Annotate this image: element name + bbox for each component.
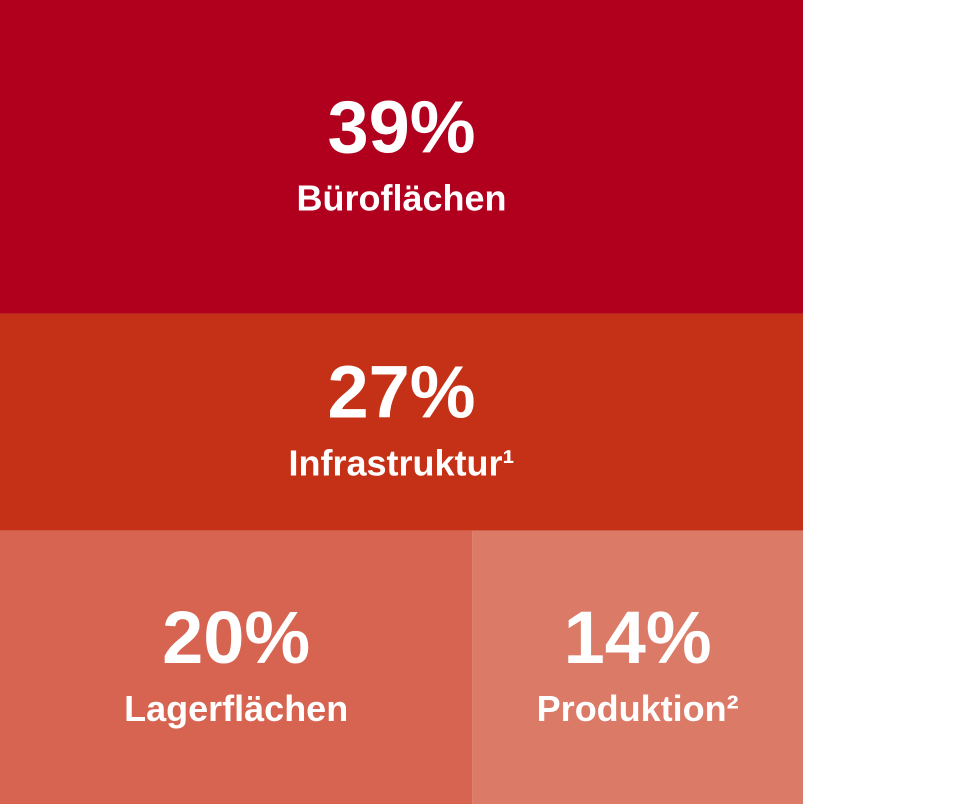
category-label: Büroflächen <box>296 177 506 218</box>
treemap-cell <box>472 530 803 804</box>
value-label: 14% <box>564 596 712 679</box>
category-label: Produktion² <box>537 688 739 729</box>
treemap-cell <box>0 530 473 804</box>
treemap-cell <box>0 313 803 531</box>
value-label: 27% <box>327 351 475 434</box>
category-label: Infrastruktur¹ <box>288 443 514 484</box>
treemap-cell <box>0 0 803 314</box>
category-label: Lagerflächen <box>124 688 348 729</box>
value-label: 20% <box>162 596 310 679</box>
value-label: 39% <box>327 85 475 168</box>
